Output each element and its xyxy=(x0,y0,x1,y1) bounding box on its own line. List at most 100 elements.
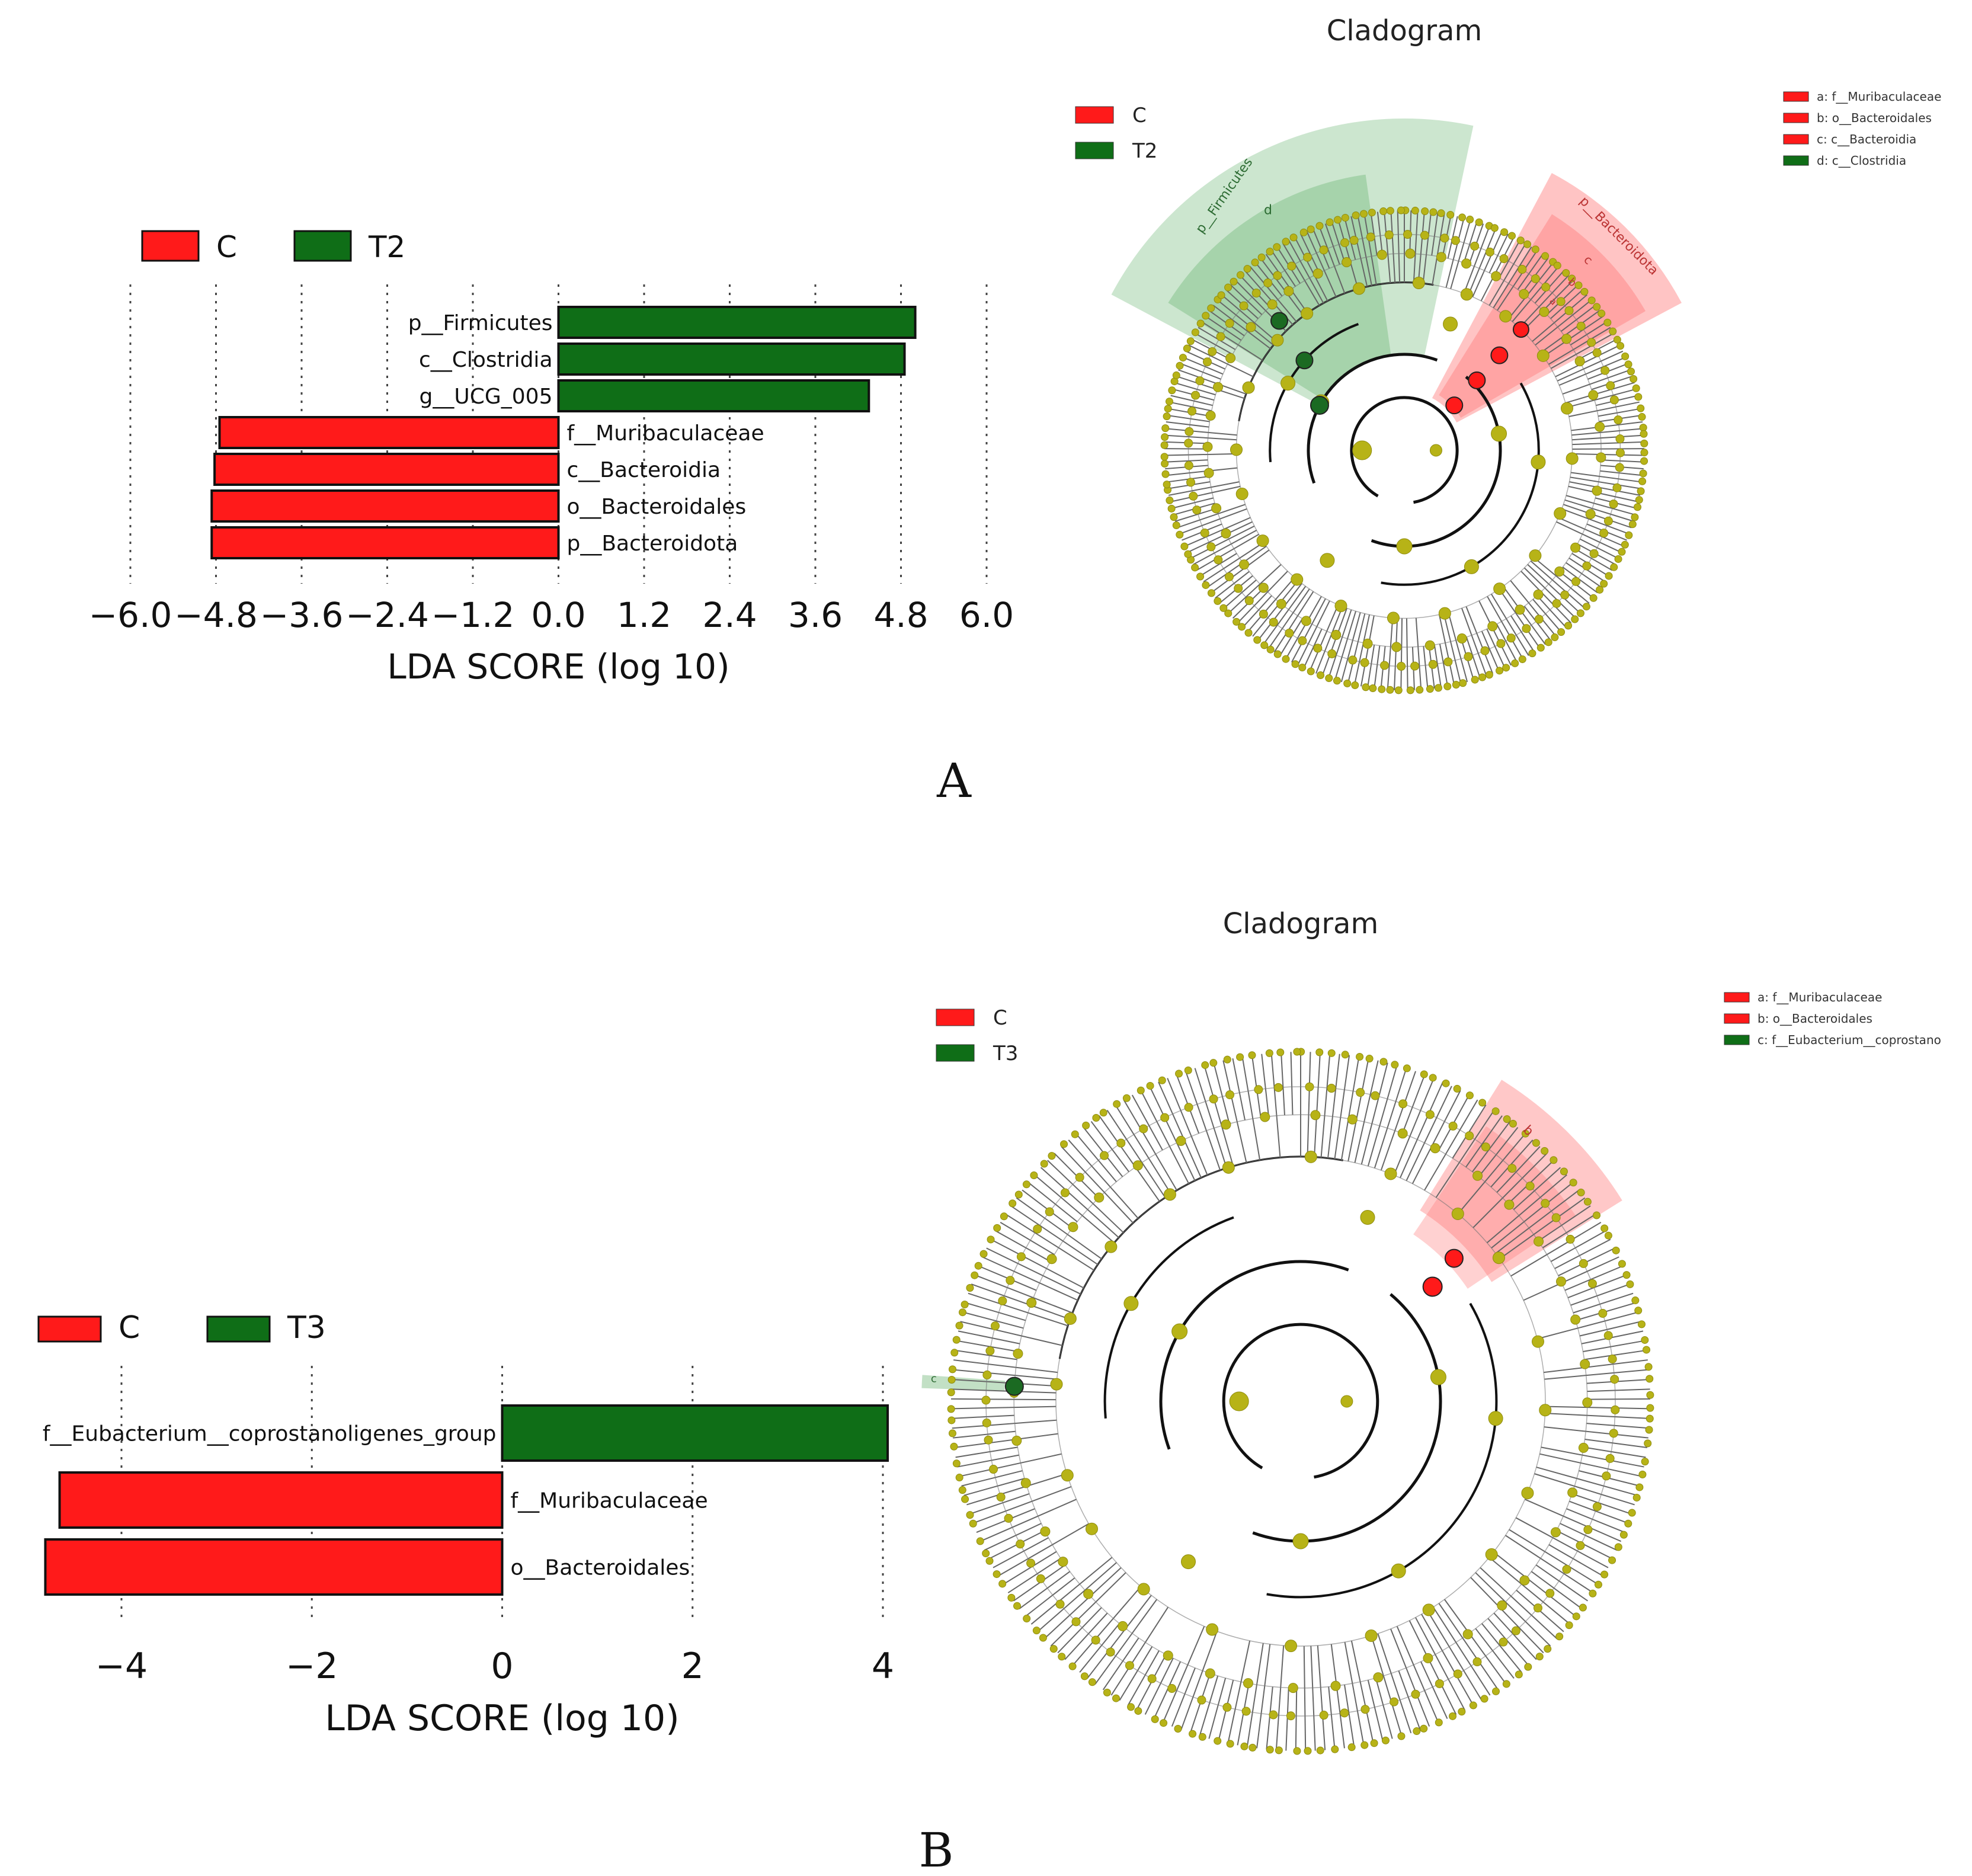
genus-node xyxy=(1192,505,1202,515)
legend-swatch-c xyxy=(37,1315,102,1343)
genus-node xyxy=(1602,1471,1611,1481)
leaf-line xyxy=(1543,1359,1648,1374)
leaf-line xyxy=(951,1414,1014,1419)
bar-label: c__Clostridia xyxy=(419,348,553,372)
leaf-line xyxy=(1268,588,1310,649)
leaf-line xyxy=(1574,548,1613,571)
leaf-node xyxy=(1496,667,1504,675)
genus-node xyxy=(1410,661,1420,671)
leaf-node xyxy=(1164,405,1172,413)
leaf-line xyxy=(1340,612,1361,683)
leaf-node xyxy=(974,1262,982,1270)
family-node xyxy=(1176,1135,1186,1146)
genus-node xyxy=(1184,1103,1193,1112)
leaf-node xyxy=(1122,1094,1131,1102)
genus-node xyxy=(1285,628,1294,638)
leaf-line xyxy=(1164,459,1208,463)
genus-node xyxy=(1571,577,1581,586)
class-node xyxy=(1443,316,1458,332)
leaf-line xyxy=(1222,1060,1247,1163)
leaf-node xyxy=(1630,374,1638,383)
family-node xyxy=(1491,271,1502,281)
leaf-line xyxy=(1435,1110,1495,1198)
leaf-line xyxy=(1525,1499,1622,1542)
genus-node xyxy=(1612,483,1622,492)
genus-node xyxy=(1195,376,1205,386)
leaf-line xyxy=(1513,1167,1561,1211)
leaf-line xyxy=(1317,1645,1326,1750)
leaf-line xyxy=(1162,1626,1205,1723)
leaf-line xyxy=(969,1493,1030,1515)
leaf-node xyxy=(1535,1653,1544,1661)
leaf-node xyxy=(1196,319,1205,328)
leaf-node xyxy=(1628,520,1637,529)
leaf-node xyxy=(1260,641,1269,649)
genus-node xyxy=(984,1435,993,1445)
leaf-line xyxy=(979,1499,1077,1542)
leaf-node xyxy=(1202,581,1210,589)
leaf-line xyxy=(995,1230,1051,1262)
leaf-line xyxy=(1328,1686,1336,1750)
leaf-line xyxy=(965,1302,1026,1321)
leaf-node xyxy=(1618,1260,1626,1268)
leaf-node xyxy=(1582,603,1590,611)
leaf-line xyxy=(1541,1446,1644,1468)
cladogram-key-label: a: f__Muribaculaceae xyxy=(1817,89,1941,104)
leaf-line xyxy=(1179,508,1247,535)
leaf-node xyxy=(1170,513,1178,521)
genus-node xyxy=(1582,561,1592,571)
class-node xyxy=(1180,1554,1196,1570)
leaf-node xyxy=(1593,303,1601,311)
cladogram-key-swatch xyxy=(1724,992,1750,1003)
leaf-node xyxy=(1000,1212,1008,1221)
root-node xyxy=(1229,1391,1249,1411)
leaf-line xyxy=(953,1359,1058,1374)
genus-node xyxy=(1511,1626,1520,1635)
leaf-line xyxy=(1478,600,1512,666)
leaf-node xyxy=(1230,277,1238,286)
genus-node xyxy=(1592,1502,1602,1512)
family-node xyxy=(1342,257,1352,268)
leaf-line xyxy=(986,1247,1081,1295)
leaf-line xyxy=(955,1349,1017,1360)
leaf-node xyxy=(1009,1199,1017,1208)
family-node xyxy=(1595,421,1605,432)
family-node xyxy=(1430,1143,1440,1154)
leaf-line xyxy=(1600,470,1643,476)
x-tick-label: 1.2 xyxy=(617,595,671,635)
leaf-line xyxy=(990,1238,1084,1289)
leaf-line xyxy=(1569,1500,1629,1524)
leaf-node xyxy=(1362,683,1370,692)
leaf-line xyxy=(1324,223,1340,265)
leaf-node xyxy=(1550,1156,1558,1164)
highlight-node-c xyxy=(1468,371,1486,389)
genus-node xyxy=(1472,1657,1482,1667)
leaf-node xyxy=(1299,228,1308,236)
order-node xyxy=(1539,1404,1552,1417)
family-node xyxy=(1239,559,1250,570)
leaf-line xyxy=(1347,1058,1369,1162)
leaf-line xyxy=(1480,236,1515,302)
genus-node xyxy=(1239,301,1248,310)
leaf-line xyxy=(972,1486,1072,1524)
cladogram-key-label: a: f__Muribaculaceae xyxy=(1757,990,1882,1004)
order-node xyxy=(1493,582,1506,596)
genus-node xyxy=(1411,1689,1420,1699)
leaf-line xyxy=(1557,350,1624,382)
leaf-line xyxy=(1294,236,1328,302)
leaf-node xyxy=(1416,686,1424,694)
leaf-line xyxy=(1421,1614,1474,1706)
clade-arc xyxy=(1307,353,1438,484)
genus-node xyxy=(1440,233,1449,243)
leaf-line xyxy=(1478,1126,1519,1177)
leaf-line xyxy=(1252,580,1299,637)
bar-label: f__Muribaculaceae xyxy=(511,1488,708,1513)
family-node xyxy=(1331,629,1342,640)
genus-node xyxy=(1214,555,1223,565)
leaf-line xyxy=(1566,495,1636,516)
leaf-node xyxy=(1429,1074,1437,1082)
genus-node xyxy=(1075,1173,1084,1182)
leaf-line xyxy=(1531,1571,1583,1609)
order-node xyxy=(1365,1629,1378,1642)
